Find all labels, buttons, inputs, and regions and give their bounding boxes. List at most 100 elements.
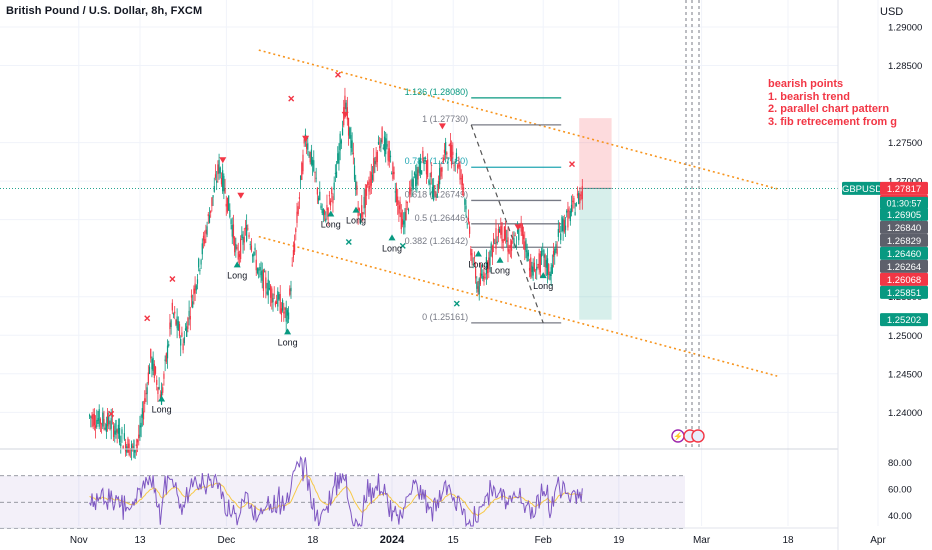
price-label-bg: [880, 220, 928, 234]
candle: [157, 386, 159, 403]
candle: [136, 438, 139, 453]
candle: [194, 276, 196, 301]
candle: [129, 448, 131, 458]
time-axis[interactable]: Nov 13 Dec 18 2024 15 Feb 19 Mar 18 Apr: [0, 527, 886, 546]
price-label-bg: [880, 246, 928, 260]
candle: [121, 426, 123, 443]
candle: [255, 249, 257, 276]
candle: [398, 200, 400, 222]
candle: [440, 163, 442, 180]
long-signal-label: Long: [468, 260, 488, 270]
x-tick-label: Mar: [693, 535, 711, 546]
candle: [581, 178, 583, 210]
candle: [458, 156, 460, 170]
candle: [478, 277, 480, 301]
rsi-line: [89, 455, 583, 528]
y-tick-label: 1.29000: [888, 22, 922, 33]
candle: [427, 153, 429, 180]
fib-level-label: 0 (1.25161): [422, 312, 468, 322]
candle: [166, 339, 169, 369]
annotation-note[interactable]: bearish points 1. bearish trend 2. paral…: [768, 78, 897, 128]
fib-level-label: 1 (1.27730): [422, 114, 468, 124]
candle: [487, 260, 489, 280]
candle: [138, 424, 140, 446]
long-signal-label: Long: [490, 266, 510, 276]
candle: [266, 282, 268, 296]
candle: [475, 261, 477, 284]
candle: [116, 428, 118, 444]
candle: [439, 160, 441, 190]
candle: [267, 270, 269, 304]
long-signal-label: Long: [321, 219, 341, 229]
candle: [258, 267, 260, 279]
candle: [181, 326, 183, 338]
candle: [567, 201, 569, 231]
candle: [307, 135, 309, 156]
price-label-bg: [880, 207, 928, 221]
price-label-bg: [880, 313, 928, 327]
candle: [247, 224, 249, 231]
candles: [89, 87, 583, 461]
candle: [260, 261, 262, 283]
buy-triangle: [352, 206, 360, 213]
candle: [225, 195, 227, 216]
position-boxes[interactable]: [0, 118, 838, 320]
candle: [297, 201, 299, 217]
candle: [441, 166, 443, 179]
candle: [122, 445, 124, 450]
candle: [231, 217, 233, 245]
candle: [102, 407, 104, 430]
x-tick-label: 2024: [380, 534, 405, 546]
y-tick-label: 1.27500: [888, 138, 922, 149]
candle: [126, 443, 128, 456]
candle: [208, 207, 211, 224]
candle: [189, 306, 191, 331]
candle: [183, 331, 185, 346]
candle: [229, 203, 231, 219]
candle: [291, 257, 293, 267]
candle: [226, 197, 229, 214]
cross-marker: [108, 410, 115, 417]
candle: [539, 250, 541, 278]
candle: [572, 194, 574, 212]
sell-triangle: [219, 157, 227, 164]
candle: [236, 244, 238, 251]
candle: [504, 220, 507, 244]
candle: [413, 171, 416, 179]
candle: [243, 228, 245, 251]
candle: [412, 176, 414, 191]
candle: [298, 192, 300, 210]
candle: [537, 263, 539, 269]
candle: [97, 410, 99, 424]
candle: [241, 226, 243, 241]
cross-marker: [569, 161, 575, 168]
candle: [139, 415, 141, 441]
candle: [530, 253, 532, 279]
candle: [561, 215, 563, 233]
candle: [262, 268, 265, 298]
price-label: 1.26460: [887, 249, 921, 260]
currency-label[interactable]: USD: [880, 6, 904, 18]
candle: [195, 284, 197, 294]
candle: [299, 175, 302, 189]
candle: [497, 224, 499, 243]
candle: [436, 183, 438, 198]
candle: [370, 163, 372, 195]
candle: [443, 142, 446, 161]
candle: [346, 96, 348, 126]
candle: [338, 143, 340, 171]
candle: [477, 281, 479, 296]
cross-marker: [335, 71, 341, 78]
candle: [332, 193, 334, 213]
candle: [416, 163, 418, 193]
candle: [288, 306, 290, 324]
candle: [274, 300, 277, 308]
cross-marker: [144, 315, 151, 322]
candle: [510, 239, 513, 259]
candle: [560, 225, 562, 245]
candle: [515, 236, 517, 250]
candle: [94, 415, 97, 439]
candle: [494, 239, 496, 245]
candle: [407, 207, 410, 215]
